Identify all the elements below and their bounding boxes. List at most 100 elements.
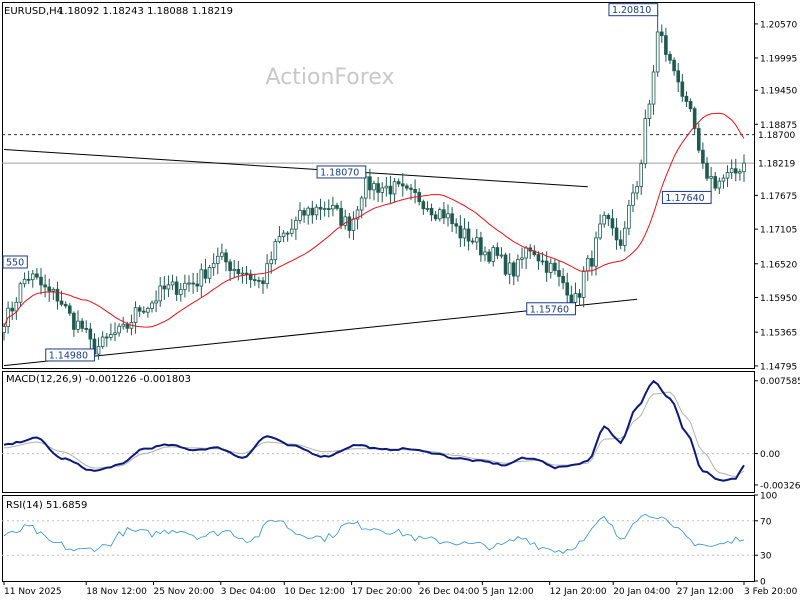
candle[interactable] — [413, 179, 417, 204]
candle[interactable] — [516, 254, 520, 282]
candle[interactable] — [487, 249, 491, 264]
candle[interactable] — [635, 181, 639, 200]
candle[interactable] — [133, 301, 138, 334]
candle[interactable] — [322, 201, 327, 217]
price-annotation[interactable]: 550 — [2, 255, 28, 269]
candle[interactable] — [285, 231, 290, 242]
candle[interactable] — [594, 231, 598, 276]
candle[interactable] — [166, 275, 171, 298]
candle[interactable] — [236, 260, 241, 281]
candle[interactable] — [113, 322, 117, 342]
candle[interactable] — [372, 180, 376, 201]
candle[interactable] — [294, 216, 298, 240]
candle[interactable] — [318, 198, 323, 220]
candle[interactable] — [26, 270, 31, 285]
candle[interactable] — [577, 289, 582, 306]
candle[interactable] — [458, 215, 463, 248]
candle[interactable] — [55, 281, 60, 310]
candle[interactable] — [507, 253, 512, 285]
candle[interactable] — [668, 51, 672, 64]
candle[interactable] — [425, 201, 430, 212]
candle[interactable] — [590, 250, 594, 276]
price-annotation[interactable]: 1.18070 — [316, 165, 367, 179]
candle[interactable] — [721, 174, 726, 189]
candle[interactable] — [257, 276, 261, 289]
candle[interactable] — [35, 268, 39, 280]
candle[interactable] — [273, 238, 278, 265]
candle[interactable] — [557, 260, 561, 287]
candle[interactable] — [195, 272, 200, 292]
candle[interactable] — [380, 182, 385, 203]
candle[interactable] — [429, 203, 434, 222]
candle[interactable] — [602, 211, 607, 228]
candle[interactable] — [232, 260, 237, 279]
candle[interactable] — [117, 323, 121, 337]
candle[interactable] — [610, 209, 615, 236]
candle[interactable] — [141, 306, 146, 314]
candle[interactable] — [121, 316, 126, 330]
rsi-panel[interactable] — [2, 513, 754, 556]
candle[interactable] — [400, 173, 405, 197]
candle[interactable] — [277, 226, 282, 244]
candle[interactable] — [18, 281, 23, 307]
candle[interactable] — [742, 154, 746, 182]
candle[interactable] — [351, 211, 356, 240]
candle[interactable] — [446, 204, 450, 227]
candle[interactable] — [191, 272, 195, 294]
candle[interactable] — [511, 260, 516, 286]
candle[interactable] — [261, 276, 265, 294]
candle[interactable] — [146, 306, 150, 318]
candle[interactable] — [22, 272, 27, 288]
candle[interactable] — [606, 213, 611, 226]
candle[interactable] — [676, 63, 681, 92]
candle[interactable] — [100, 331, 105, 349]
candle[interactable] — [470, 237, 475, 245]
candle[interactable] — [639, 159, 644, 195]
candle[interactable] — [347, 212, 352, 239]
price-annotation[interactable]: 1.14980 — [45, 348, 95, 362]
candle[interactable] — [647, 99, 652, 127]
candle[interactable] — [479, 231, 483, 262]
candle[interactable] — [553, 258, 557, 275]
candle[interactable] — [183, 274, 187, 298]
candle[interactable] — [302, 207, 306, 223]
candle[interactable] — [536, 251, 541, 270]
candle[interactable] — [713, 171, 718, 192]
price-annotation[interactable]: 1.20810 — [608, 3, 659, 17]
candle[interactable] — [701, 142, 705, 169]
candle[interactable] — [63, 301, 68, 309]
candle[interactable] — [265, 254, 269, 289]
candle[interactable] — [174, 276, 179, 301]
candle[interactable] — [524, 246, 528, 270]
candle[interactable] — [705, 157, 709, 181]
candle[interactable] — [104, 333, 109, 347]
candle[interactable] — [310, 200, 315, 224]
candle[interactable] — [298, 202, 302, 224]
candle[interactable] — [688, 98, 693, 112]
candle[interactable] — [150, 300, 154, 313]
candle[interactable] — [158, 276, 163, 307]
candle[interactable] — [729, 159, 734, 179]
candle[interactable] — [548, 258, 553, 279]
candle[interactable] — [39, 268, 43, 295]
candle[interactable] — [30, 269, 35, 288]
candle[interactable] — [672, 57, 676, 76]
candle[interactable] — [51, 287, 56, 300]
candle[interactable] — [491, 245, 496, 267]
candle[interactable] — [314, 204, 319, 220]
candle[interactable] — [561, 268, 565, 290]
candle[interactable] — [43, 274, 47, 298]
candle[interactable] — [178, 282, 183, 302]
candle[interactable] — [109, 323, 113, 341]
candle[interactable] — [725, 165, 730, 188]
candle[interactable] — [454, 218, 459, 234]
candle[interactable] — [281, 230, 286, 243]
price-panel[interactable]: 1.20810 1.18070 1.17640 1.15760 1.14980 550 — [2, 3, 754, 367]
candle[interactable] — [618, 230, 623, 250]
candle[interactable] — [738, 168, 742, 181]
candle[interactable] — [581, 266, 586, 308]
candle[interactable] — [622, 221, 627, 252]
candle[interactable] — [199, 263, 204, 297]
candle[interactable] — [466, 221, 471, 251]
candle[interactable] — [499, 247, 504, 259]
